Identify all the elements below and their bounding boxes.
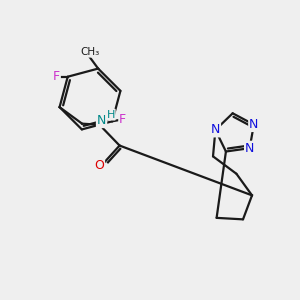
Text: H: H (106, 110, 115, 120)
Text: F: F (119, 113, 126, 126)
Text: N: N (97, 114, 106, 127)
Text: N: N (211, 124, 220, 136)
Text: F: F (53, 70, 60, 83)
Text: CH₃: CH₃ (80, 47, 99, 57)
Text: N: N (249, 118, 259, 131)
Text: O: O (94, 159, 104, 172)
Text: N: N (245, 142, 254, 155)
